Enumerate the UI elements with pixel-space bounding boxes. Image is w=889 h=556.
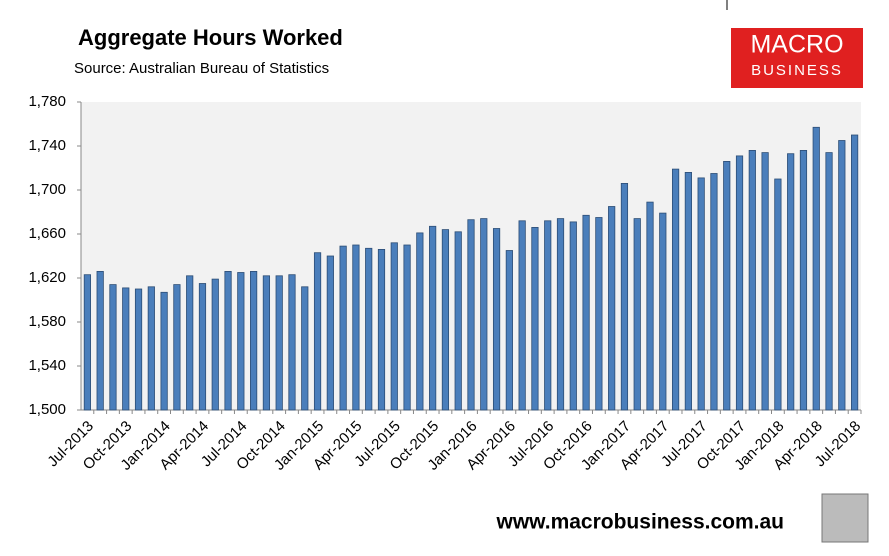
bar — [735, 155, 744, 411]
bar — [684, 171, 692, 411]
bar — [339, 245, 347, 411]
bar — [556, 218, 565, 411]
bar — [250, 270, 258, 411]
bar — [492, 228, 501, 411]
bar — [377, 248, 386, 411]
bar — [365, 247, 373, 411]
bar — [697, 177, 705, 411]
bar — [620, 182, 629, 411]
bar — [262, 275, 271, 411]
bar — [812, 126, 820, 411]
bar — [582, 214, 590, 411]
bar — [646, 201, 654, 411]
bar — [467, 219, 475, 411]
bar — [301, 286, 309, 411]
bar — [186, 275, 194, 411]
y-tick-label: 1,620 — [28, 269, 66, 286]
bar — [723, 160, 731, 411]
bar — [429, 225, 437, 411]
bar — [531, 226, 539, 411]
bar — [774, 178, 782, 411]
bar — [608, 206, 616, 411]
bar — [595, 217, 603, 411]
chart-title: Aggregate Hours Worked — [78, 25, 343, 50]
bar — [313, 252, 322, 411]
bar — [799, 149, 808, 411]
bar — [326, 255, 334, 411]
bar — [505, 250, 513, 411]
bar — [671, 168, 680, 411]
bar — [403, 244, 411, 411]
bar — [352, 244, 360, 411]
footer-url: www.macrobusiness.com.au — [496, 511, 784, 534]
bar — [173, 284, 181, 411]
bar — [288, 274, 296, 411]
bar — [237, 272, 245, 411]
bar — [160, 291, 168, 411]
bar — [659, 212, 667, 411]
y-tick-label: 1,580 — [28, 313, 66, 330]
y-tick-label: 1,500 — [28, 401, 66, 418]
bar — [109, 284, 117, 411]
bar — [633, 218, 641, 411]
bar — [748, 149, 756, 411]
logo-text: MACRO — [750, 31, 843, 59]
bar — [518, 220, 526, 411]
bar — [480, 218, 488, 411]
bar — [275, 275, 283, 411]
bar — [211, 278, 219, 411]
bar — [147, 286, 155, 411]
bar — [122, 287, 130, 411]
bar — [416, 232, 424, 411]
bar — [838, 140, 846, 411]
bar — [96, 270, 104, 411]
logo-box — [731, 28, 863, 88]
bar — [710, 173, 718, 411]
bar — [761, 152, 769, 411]
logo-text: BUSINESS — [751, 62, 843, 79]
y-tick-label: 1,660 — [28, 225, 66, 242]
bar — [441, 229, 450, 411]
y-tick-label: 1,780 — [28, 93, 66, 110]
bar — [134, 288, 143, 411]
chart-subtitle: Source: Australian Bureau of Statistics — [74, 60, 329, 77]
bar — [544, 220, 552, 411]
bar — [825, 152, 833, 411]
y-tick-label: 1,540 — [28, 357, 66, 374]
y-tick-label: 1,740 — [28, 137, 66, 154]
bar — [83, 274, 91, 411]
bar — [390, 242, 398, 411]
bar — [224, 270, 232, 411]
bar — [569, 221, 577, 411]
y-tick-label: 1,700 — [28, 181, 66, 198]
logo-image — [821, 493, 869, 543]
bar — [454, 231, 462, 411]
bar — [787, 153, 795, 411]
bar — [198, 283, 207, 411]
bar — [851, 134, 859, 411]
